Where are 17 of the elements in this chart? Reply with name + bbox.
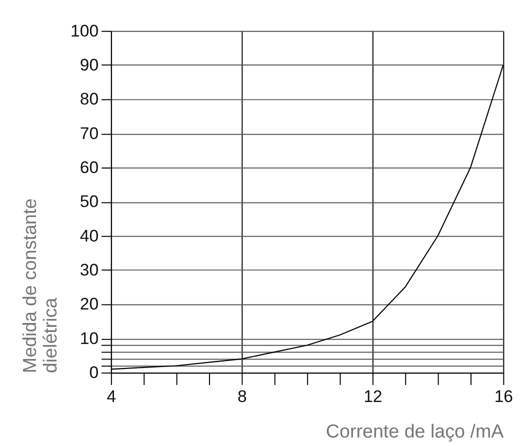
x-tick-label: 16: [494, 386, 514, 406]
y-tick-label: 20: [80, 294, 99, 314]
x-axis-title: Corrente de laço /mA: [326, 420, 504, 442]
x-tick-label: 8: [238, 386, 247, 406]
y-tick-label: 100: [70, 21, 99, 40]
x-tick-label: 12: [364, 386, 382, 406]
y-tick-label: 10: [80, 328, 99, 348]
y-tick-label: 40: [80, 226, 99, 246]
y-tick-label: 70: [80, 124, 99, 143]
y-tick-label: 30: [80, 260, 99, 280]
y-axis-title: Medida de constante dielétrica: [18, 198, 61, 374]
y-tick-label: 50: [80, 192, 99, 212]
y-tick-label: 60: [80, 158, 99, 177]
y-tick-label: 90: [80, 55, 99, 74]
y-tick-label: 80: [80, 90, 99, 109]
x-tick-label: 4: [106, 386, 116, 406]
y-tick-label: 0: [89, 363, 99, 382]
